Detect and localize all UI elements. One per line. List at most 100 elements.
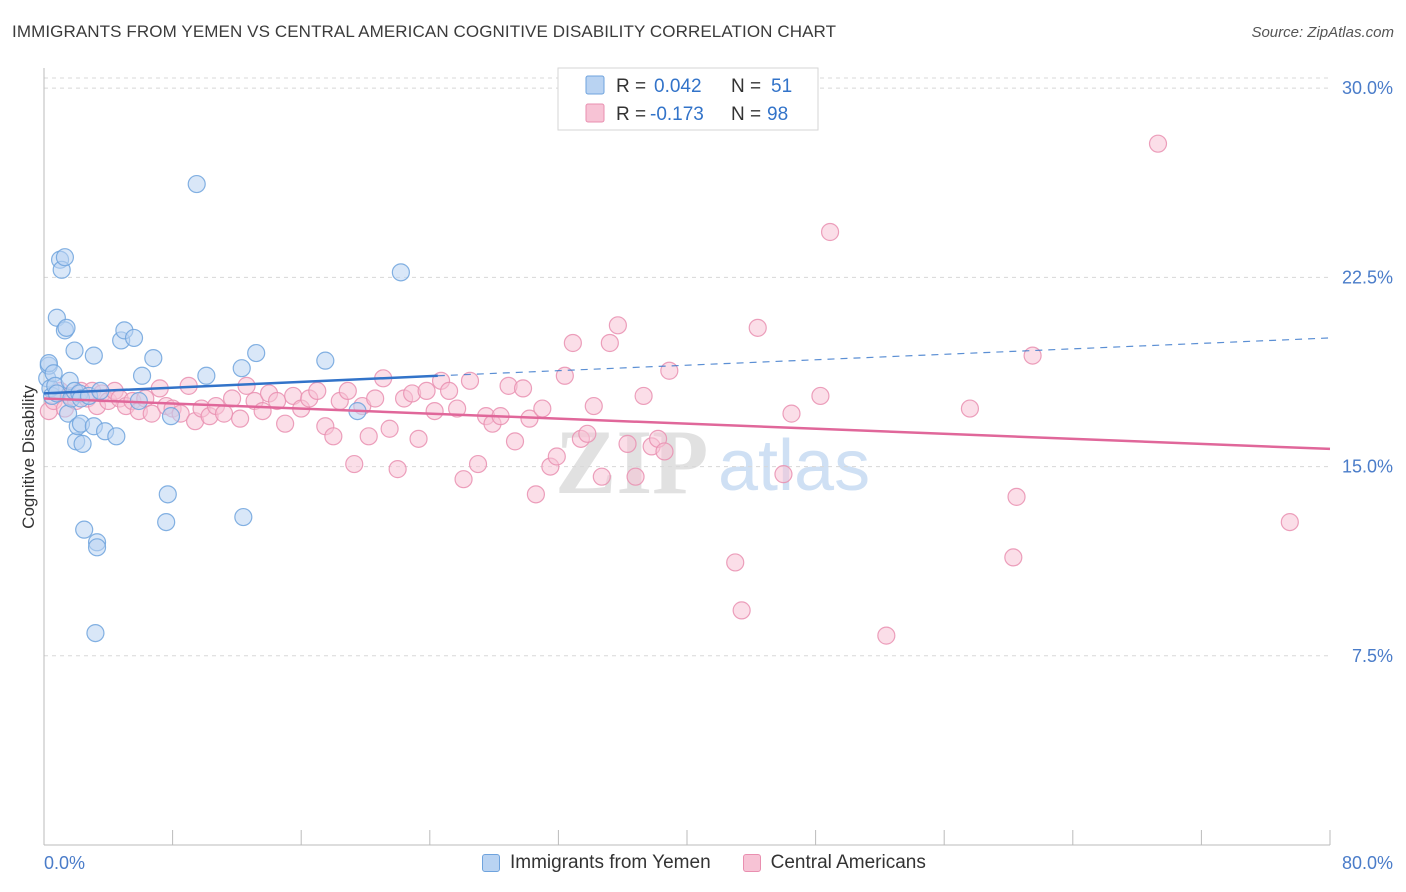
- central-americans-point: [505, 432, 525, 451]
- yemen-point: [391, 263, 410, 282]
- central-americans-point: [960, 399, 980, 418]
- yemen-trend-extension: [437, 337, 1331, 377]
- yemen-point: [57, 318, 76, 337]
- legend-r-value-yemen: 0.042: [654, 76, 702, 97]
- central-americans-point: [308, 381, 327, 401]
- central-americans-point: [439, 381, 459, 401]
- central-americans-point: [1007, 487, 1026, 506]
- yemen-point: [232, 359, 251, 378]
- legend-n-label-yemen: N =: [731, 76, 761, 97]
- central-americans-point: [338, 381, 357, 401]
- central-americans-point: [533, 399, 552, 418]
- central-americans-point: [1004, 548, 1023, 567]
- central-americans-point: [468, 454, 488, 474]
- central-americans-point: [417, 381, 436, 401]
- yemen-point: [86, 623, 105, 643]
- central-americans-point: [877, 626, 896, 645]
- source-credit: Source: ZipAtlas.com: [1251, 24, 1394, 41]
- yemen-point: [65, 341, 84, 360]
- central-americans-point: [732, 601, 751, 620]
- series-legend: Immigrants from Yemen Central Americans: [482, 852, 958, 874]
- y-axis-label: Cognitive Disability: [19, 385, 38, 529]
- yemen-point: [107, 427, 126, 446]
- x-tick-label-max: 80.0%: [1342, 853, 1393, 873]
- legend-item-yemen: Immigrants from Yemen: [482, 852, 711, 874]
- central-americans-point: [267, 391, 287, 411]
- central-americans-point: [634, 386, 653, 406]
- central-americans-point: [460, 371, 480, 390]
- yemen-trend-line: [43, 374, 438, 395]
- legend-swatch-central-americans-bottom: [742, 854, 761, 872]
- central-americans-point: [231, 409, 250, 428]
- central-americans-point: [547, 447, 566, 466]
- data-points: [38, 134, 1299, 645]
- yemen-point: [132, 366, 152, 385]
- correlation-legend: R = 0.042 N = 51 R = -0.173 N = 98: [557, 67, 819, 131]
- yemen-point: [124, 328, 144, 348]
- yemen-point: [234, 507, 253, 527]
- legend-r-label-central-americans: R =: [616, 104, 646, 125]
- legend-swatch-central-americans: [585, 103, 605, 123]
- central-americans-point: [359, 427, 378, 446]
- yemen-point: [73, 434, 92, 453]
- central-americans-point: [748, 318, 767, 337]
- central-americans-point: [425, 401, 444, 421]
- central-americans-point: [600, 333, 619, 353]
- yemen-point: [247, 343, 266, 363]
- central-americans-point: [366, 389, 385, 408]
- central-americans-point: [1023, 346, 1042, 365]
- legend-r-value-central-americans: -0.173: [650, 104, 704, 125]
- legend-swatch-yemen: [585, 75, 605, 95]
- central-americans-point: [1148, 134, 1168, 153]
- central-americans-point: [555, 366, 574, 385]
- central-americans-point: [578, 424, 597, 443]
- central-americans-point: [214, 404, 234, 423]
- central-americans-point: [324, 427, 343, 446]
- central-americans-point: [660, 361, 679, 380]
- yemen-point: [157, 512, 176, 532]
- central-americans-point: [626, 467, 645, 486]
- central-americans-point: [608, 316, 627, 335]
- legend-n-value-yemen: 51: [771, 76, 792, 97]
- y-tick-labels: 7.5% 15.0% 22.5% 30.0%: [1342, 78, 1393, 666]
- central-americans-point: [618, 434, 637, 453]
- legend-label-central-americans: Central Americans: [770, 852, 926, 873]
- yemen-point: [55, 248, 74, 267]
- watermark-atlas: atlas: [718, 426, 870, 506]
- yemen-point: [187, 174, 206, 194]
- central-americans-point: [592, 467, 611, 486]
- central-americans-point: [655, 442, 674, 461]
- central-americans-point: [448, 399, 467, 418]
- x-axis-ticks: [43, 830, 1331, 845]
- yemen-point: [84, 346, 103, 365]
- central-americans-point: [820, 222, 840, 242]
- y-tick-label: 22.5%: [1342, 267, 1393, 287]
- central-americans-point: [388, 460, 407, 479]
- yemen-point: [75, 520, 94, 539]
- central-americans-point: [1280, 512, 1299, 532]
- central-americans-point: [811, 386, 830, 406]
- yemen-point: [158, 485, 177, 504]
- central-americans-point: [276, 414, 295, 433]
- legend-swatch-yemen-bottom: [482, 854, 500, 872]
- central-americans-point: [584, 396, 603, 416]
- y-tick-label: 30.0%: [1342, 78, 1393, 98]
- central-americans-point: [345, 454, 364, 474]
- legend-n-label-central-americans: N =: [731, 104, 761, 125]
- central-americans-point: [253, 401, 272, 421]
- y-tick-label: 15.0%: [1342, 457, 1393, 477]
- y-tick-label: 7.5%: [1352, 646, 1393, 666]
- central-americans-point: [726, 553, 745, 572]
- central-americans-point: [563, 333, 582, 353]
- chart-title: IMMIGRANTS FROM YEMEN VS CENTRAL AMERICA…: [12, 22, 837, 41]
- watermark-zip: ZIP: [555, 411, 708, 513]
- legend-r-label-yemen: R =: [616, 76, 646, 97]
- central-americans-point: [454, 470, 473, 489]
- central-americans-point: [142, 404, 161, 423]
- yemen-point: [87, 538, 107, 557]
- yemen-point: [161, 407, 181, 426]
- central-americans-trend-line: [43, 397, 1331, 451]
- legend-label-yemen: Immigrants from Yemen: [510, 852, 711, 873]
- central-americans-point: [380, 419, 399, 438]
